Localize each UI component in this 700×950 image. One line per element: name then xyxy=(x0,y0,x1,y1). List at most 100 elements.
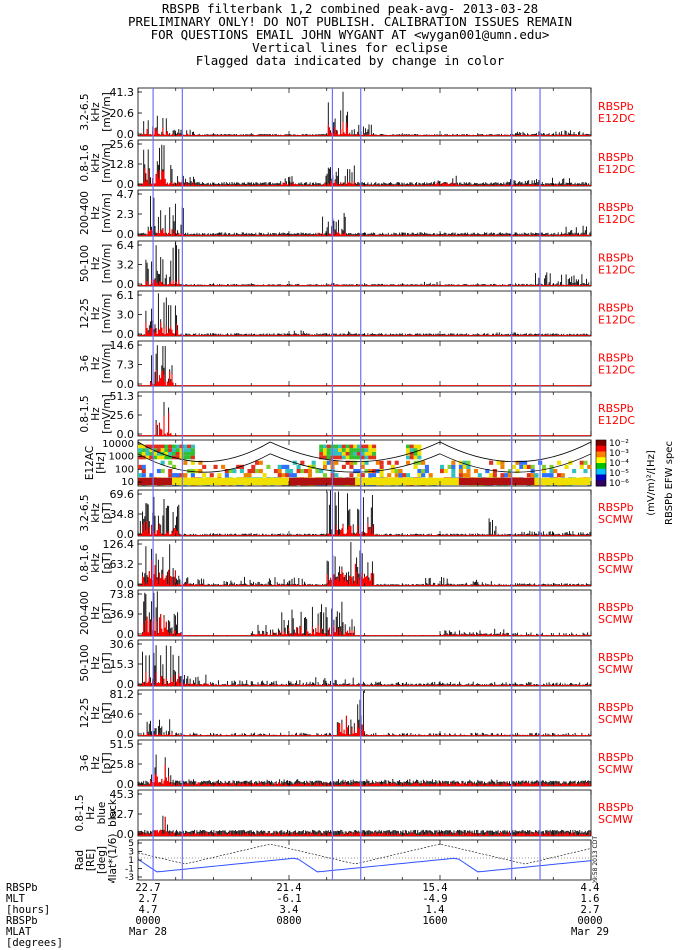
spectrogram-cell xyxy=(345,455,350,460)
y-axis-label: [pT] xyxy=(101,552,113,573)
y-tick-label: 0.0 xyxy=(117,228,135,241)
spectrogram-cell xyxy=(326,451,331,456)
spectrogram-cell xyxy=(141,468,146,474)
spectrogram-cell xyxy=(356,448,362,452)
side-label-instrument: E12DC xyxy=(598,112,635,125)
y-axis-label: 3-6 xyxy=(79,355,91,372)
spectrogram-cell xyxy=(326,444,331,449)
spectrogram-cell xyxy=(307,473,312,478)
spectrogram-cell xyxy=(319,468,324,474)
y-axis-label: 3-6 xyxy=(79,754,91,771)
spectrogram-cell xyxy=(466,473,471,478)
spectrogram-cell xyxy=(322,444,328,449)
spectrogram-cell xyxy=(341,448,346,452)
spectrogram-cell xyxy=(304,468,309,474)
spectrogram-cell xyxy=(149,451,154,456)
spectrogram-cell xyxy=(153,444,158,449)
y-axis-label: [mV/m] xyxy=(101,344,113,383)
spectrogram-cell xyxy=(549,468,554,474)
spectrogram-cell xyxy=(277,464,282,469)
spectrogram-cell xyxy=(311,460,316,465)
spectrogram-cell xyxy=(289,473,294,478)
y-axis-label: 0.8-1.6 xyxy=(79,544,91,582)
y-tick-label: 7.3 xyxy=(117,359,135,372)
spectrogram-cell xyxy=(171,473,177,478)
spectrogram-cell xyxy=(534,473,539,478)
spectrogram-cell xyxy=(409,444,414,449)
spectrogram-cell xyxy=(507,468,513,474)
y-axis-label: 12-25 xyxy=(79,298,91,329)
side-label-instrument: E12DC xyxy=(598,264,635,277)
y-axis-label: 3.2-6.5 xyxy=(79,494,91,531)
cyclotron-curve xyxy=(269,441,441,463)
spectrogram-cell xyxy=(138,451,143,456)
spectrogram-cell xyxy=(164,444,169,449)
side-label-instrument: SCMW xyxy=(598,813,633,826)
side-label-spacecraft: RBSPb xyxy=(598,651,634,664)
spectrogram-cell xyxy=(413,464,418,469)
spectrogram-cell xyxy=(341,464,346,469)
spectrogram-cell xyxy=(319,448,324,452)
y-tick-label: 0.0 xyxy=(117,178,135,191)
spectrogram-cell xyxy=(194,468,199,474)
spectrogram-cell xyxy=(183,448,188,452)
footer-value: 2.7 xyxy=(138,893,158,905)
side-label-spacecraft: RBSPb xyxy=(598,551,634,564)
spectrogram-cell xyxy=(583,460,588,465)
spectrogram-cell xyxy=(394,468,399,474)
spectrogram-cell xyxy=(421,460,426,465)
cyclotron-curve xyxy=(439,453,592,473)
spectrogram-cell xyxy=(579,464,584,469)
spectrogram-cell xyxy=(251,464,256,469)
panel-frame xyxy=(137,739,592,787)
spectrogram-cell xyxy=(145,455,150,460)
spectrogram-cell xyxy=(349,448,354,452)
y-axis-label: Hz xyxy=(85,806,97,820)
spectrogram-cell xyxy=(349,464,354,469)
spectrogram-cell xyxy=(300,460,305,465)
spectrogram-cell xyxy=(451,473,456,478)
spectrogram-cell xyxy=(145,448,150,452)
y-tick-label: 22.7 xyxy=(110,808,135,821)
spectrogram-cell xyxy=(523,460,528,465)
spectrogram-cell xyxy=(153,455,158,460)
colorbar-label: (mV/m)²/[Hz] xyxy=(646,450,657,516)
y-tick-label: 15.3 xyxy=(110,658,135,671)
colorbar-segment xyxy=(596,463,606,470)
spectrogram-cell xyxy=(334,455,339,460)
spectrogram-cell xyxy=(572,468,577,474)
spectrogram-cell xyxy=(530,464,535,469)
side-label-instrument: E12DC xyxy=(598,213,635,226)
y-tick-label: 0.0 xyxy=(117,678,135,691)
spectrogram-cell xyxy=(440,468,445,474)
spectrogram-cell xyxy=(462,473,467,478)
footer-column-1600: 15.4 -4.9 1.4 1600 xyxy=(405,883,465,927)
y-tick-label: 34.8 xyxy=(110,508,135,521)
spectrogram-cell xyxy=(247,468,252,474)
spectrogram-cell xyxy=(160,448,165,452)
spectrogram-cell xyxy=(341,455,346,460)
y-tick-label: 14.6 xyxy=(110,339,135,352)
spectrogram-cell xyxy=(353,460,358,465)
side-label-spacecraft: RBSPb xyxy=(598,751,634,764)
spectrogram-cell xyxy=(183,460,188,465)
footer-label: MLAT xyxy=(6,926,32,938)
trace-black xyxy=(137,645,591,686)
trace-black xyxy=(137,490,591,536)
spectrogram-cell xyxy=(390,464,395,469)
y-tick-label: 6.1 xyxy=(117,289,135,302)
spectrogram-cell xyxy=(364,460,369,465)
spectrogram-cell xyxy=(179,473,184,478)
trace-black xyxy=(137,195,591,236)
spectrogram-cell xyxy=(156,451,161,456)
panel-frame xyxy=(137,789,592,837)
side-label-instrument: SCMW xyxy=(598,713,633,726)
side-label-instrument: SCMW xyxy=(598,763,633,776)
header-contact: FOR QUESTIONS EMAIL JOHN WYGANT AT <wyga… xyxy=(150,27,550,42)
side-label-spacecraft: RBSPb xyxy=(598,801,634,814)
y-tick-label: 6.4 xyxy=(117,239,135,252)
spectrogram-cell xyxy=(160,444,165,449)
y-tick-label: 25.8 xyxy=(110,758,135,771)
